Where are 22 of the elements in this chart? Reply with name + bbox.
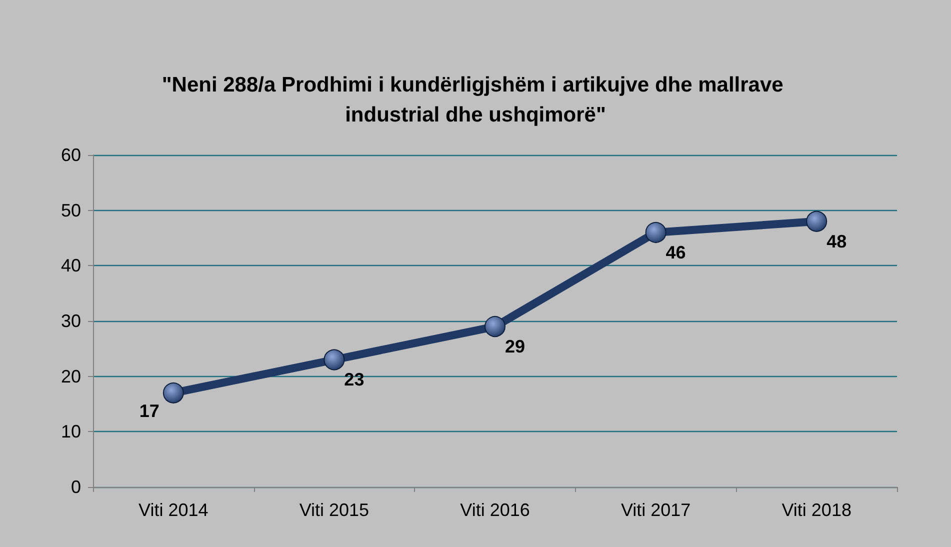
data-label: 29 xyxy=(504,336,526,357)
y-tick-label: 10 xyxy=(60,422,81,442)
point xyxy=(324,349,345,370)
point xyxy=(162,382,184,404)
point xyxy=(645,222,666,243)
x-tick-label: Viti 2014 xyxy=(138,500,208,520)
y-tick-label: 30 xyxy=(60,311,81,331)
y-tick-label: 40 xyxy=(60,256,81,276)
x-tick-label: Viti 2016 xyxy=(460,500,530,520)
data-label: 48 xyxy=(826,231,847,252)
point xyxy=(484,316,506,338)
y-tick-label: 20 xyxy=(60,366,81,386)
y-tick-label: 60 xyxy=(60,145,81,165)
x-tick-label: Viti 2018 xyxy=(782,500,852,520)
x-tick-label: Viti 2015 xyxy=(299,500,370,520)
y-tick-label: 0 xyxy=(70,477,81,497)
point xyxy=(806,210,828,232)
chart-title: "Neni 288/a Prodhimi i kundërligjshëm i artikujve dhe mallrave industrial dhe ushqimorë" xyxy=(162,74,790,126)
data-label: 46 xyxy=(666,242,686,262)
data-label: 17 xyxy=(139,400,160,421)
y-tick-label: 50 xyxy=(60,200,81,220)
x-tick-label: Viti 2017 xyxy=(620,500,691,520)
